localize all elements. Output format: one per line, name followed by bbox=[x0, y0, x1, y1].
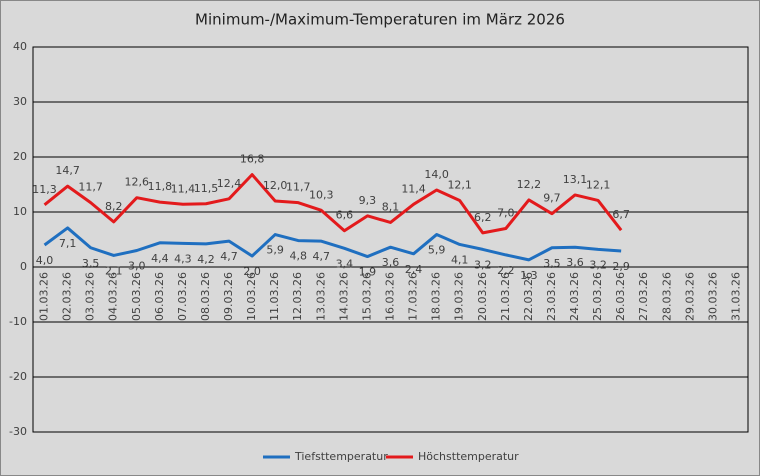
chart-title: Minimum-/Maximum-Temperaturen im März 20… bbox=[195, 11, 565, 29]
data-label: 16,8 bbox=[240, 153, 265, 166]
data-label: 5,9 bbox=[428, 244, 446, 257]
data-label: 5,9 bbox=[266, 244, 284, 257]
data-label: 14,7 bbox=[55, 164, 80, 177]
x-tick-label: 23.03.26 bbox=[545, 272, 558, 321]
x-tick-label: 16.03.26 bbox=[384, 272, 397, 321]
data-label: 3,2 bbox=[589, 258, 607, 271]
data-label: 6,7 bbox=[612, 208, 630, 221]
data-label: 4,0 bbox=[36, 254, 54, 267]
data-label: 11,3 bbox=[32, 183, 57, 196]
x-tick-label: 13.03.26 bbox=[314, 272, 327, 321]
y-tick-label: 20 bbox=[13, 150, 27, 163]
data-label: 11,4 bbox=[401, 182, 426, 195]
legend-label: Tiefsttemperatur bbox=[294, 450, 388, 463]
x-tick-label: 08.03.26 bbox=[199, 272, 212, 321]
data-label: 12,2 bbox=[517, 178, 542, 191]
data-label: 3,6 bbox=[382, 256, 400, 269]
data-label: 4,7 bbox=[220, 250, 238, 263]
y-tick-label: 40 bbox=[13, 40, 27, 53]
x-tick-label: 17.03.26 bbox=[407, 272, 420, 321]
data-label: 12,6 bbox=[125, 176, 150, 189]
x-tick-label: 19.03.26 bbox=[453, 272, 466, 321]
data-label: 8,2 bbox=[105, 200, 123, 213]
data-label: 12,1 bbox=[586, 178, 611, 191]
x-tick-label: 14.03.26 bbox=[337, 272, 350, 321]
data-label: 2,0 bbox=[243, 265, 261, 278]
data-label: 4,8 bbox=[289, 250, 307, 263]
data-label: 2,9 bbox=[612, 260, 630, 273]
y-tick-label: -10 bbox=[9, 315, 27, 328]
data-label: 3,5 bbox=[543, 257, 561, 270]
data-label: 7,1 bbox=[59, 237, 77, 250]
data-label: 4,1 bbox=[451, 253, 469, 266]
data-label: 11,4 bbox=[171, 182, 196, 195]
data-label: 9,3 bbox=[359, 194, 377, 207]
plot-area bbox=[32, 46, 749, 433]
x-tick-label: 07.03.26 bbox=[176, 272, 189, 321]
y-tick-label: 10 bbox=[13, 205, 27, 218]
data-label: 12,0 bbox=[263, 179, 288, 192]
data-label: 14,0 bbox=[424, 168, 449, 181]
x-tick-label: 10.03.26 bbox=[245, 272, 258, 321]
data-label: 3,0 bbox=[128, 260, 146, 273]
x-tick-label: 31.03.26 bbox=[729, 272, 742, 321]
x-tick-label: 04.03.26 bbox=[107, 272, 120, 321]
x-tick-label: 27.03.26 bbox=[637, 272, 650, 321]
data-label: 3,5 bbox=[82, 257, 100, 270]
x-tick-label: 20.03.26 bbox=[476, 272, 489, 321]
data-label: 11,8 bbox=[148, 180, 173, 193]
data-label: 6,6 bbox=[336, 209, 354, 222]
x-tick-label: 28.03.26 bbox=[660, 272, 673, 321]
x-tick-label: 29.03.26 bbox=[683, 272, 696, 321]
data-label: 4,7 bbox=[313, 250, 331, 263]
data-label: 8,1 bbox=[382, 200, 400, 213]
x-tick-label: 03.03.26 bbox=[84, 272, 97, 321]
y-tick-label: 30 bbox=[13, 95, 27, 108]
x-tick-label: 21.03.26 bbox=[499, 272, 512, 321]
y-tick-label: -20 bbox=[9, 370, 27, 383]
x-tick-label: 26.03.26 bbox=[614, 272, 627, 321]
data-label: 9,7 bbox=[543, 192, 561, 205]
data-label: 12,1 bbox=[447, 178, 472, 191]
x-tick-label: 15.03.26 bbox=[360, 272, 373, 321]
x-tick-label: 01.03.26 bbox=[38, 272, 51, 321]
data-label: 12,4 bbox=[217, 177, 242, 190]
data-label: 13,1 bbox=[563, 173, 588, 186]
data-label: 11,7 bbox=[78, 181, 103, 194]
data-label: 1,3 bbox=[520, 269, 538, 282]
legend-label: Höchsttemperatur bbox=[418, 450, 519, 463]
y-tick-label: -30 bbox=[9, 425, 27, 438]
series-line bbox=[43, 226, 622, 262]
data-label: 3,4 bbox=[336, 257, 354, 270]
data-label: 2,1 bbox=[105, 264, 123, 277]
x-tick-label: 18.03.26 bbox=[430, 272, 443, 321]
x-tick-label: 24.03.26 bbox=[568, 272, 581, 321]
data-label: 2,2 bbox=[497, 264, 515, 277]
data-label: 6,2 bbox=[474, 211, 492, 224]
data-label: 4,3 bbox=[174, 252, 192, 265]
data-label: 3,2 bbox=[474, 258, 492, 271]
data-label: 4,4 bbox=[151, 252, 169, 265]
x-tick-label: 30.03.26 bbox=[706, 272, 719, 321]
data-label: 11,5 bbox=[194, 182, 219, 195]
x-tick-label: 05.03.26 bbox=[130, 272, 143, 321]
x-tick-label: 22.03.26 bbox=[522, 272, 535, 321]
x-tick-label: 11.03.26 bbox=[268, 272, 281, 321]
data-label: 10,3 bbox=[309, 188, 334, 201]
x-tick-label: 12.03.26 bbox=[291, 272, 304, 321]
data-label: 3,6 bbox=[566, 256, 584, 269]
x-tick-label: 02.03.26 bbox=[61, 272, 74, 321]
x-tick-label: 25.03.26 bbox=[591, 272, 604, 321]
data-label: 1,9 bbox=[359, 266, 377, 279]
x-tick-label: 09.03.26 bbox=[222, 272, 235, 321]
y-tick-label: 0 bbox=[20, 260, 27, 273]
data-label: 4,2 bbox=[197, 253, 215, 266]
x-tick-label: 06.03.26 bbox=[153, 272, 166, 321]
series-line bbox=[43, 173, 623, 235]
data-label: 7,0 bbox=[497, 207, 515, 220]
data-label: 2,4 bbox=[405, 263, 423, 276]
data-label: 11,7 bbox=[286, 181, 311, 194]
